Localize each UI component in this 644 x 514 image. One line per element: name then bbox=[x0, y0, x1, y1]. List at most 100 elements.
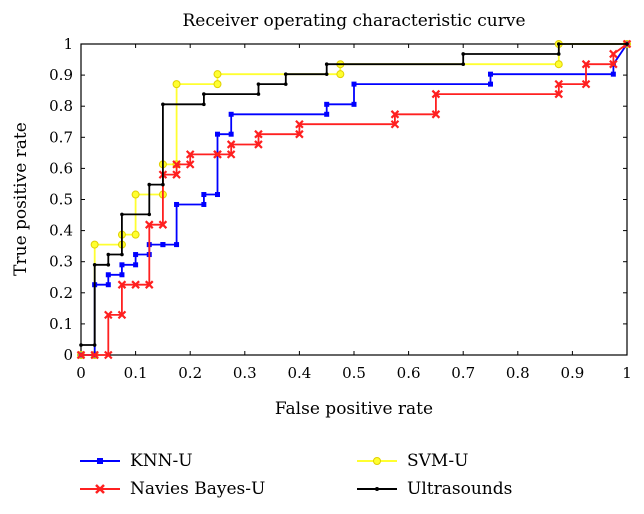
data-point bbox=[254, 140, 263, 149]
data-point bbox=[228, 111, 234, 117]
chart-title: Receiver operating characteristic curve bbox=[182, 11, 525, 31]
data-point bbox=[283, 72, 288, 76]
data-point bbox=[625, 42, 629, 46]
data-point bbox=[92, 263, 97, 267]
data-point bbox=[79, 343, 83, 347]
legend-swatch-knn-u bbox=[80, 458, 120, 464]
data-point bbox=[174, 201, 180, 207]
data-point bbox=[256, 92, 261, 96]
data-point bbox=[609, 49, 618, 59]
data-point bbox=[90, 240, 99, 249]
data-point bbox=[144, 280, 154, 289]
data-point bbox=[461, 52, 466, 56]
legend-label-svm-u: SVM-U bbox=[407, 451, 469, 471]
data-point bbox=[351, 81, 357, 87]
series-navies-bayes-u bbox=[76, 39, 632, 360]
x-tick-label: 0.5 bbox=[342, 364, 366, 382]
data-point bbox=[256, 82, 261, 86]
roc-chart: Receiver operating characteristic curve … bbox=[11, 11, 632, 419]
data-point bbox=[144, 220, 154, 229]
legend-item-ultrasounds: Ultrasounds bbox=[357, 478, 512, 500]
data-point bbox=[92, 343, 97, 347]
data-point bbox=[215, 192, 220, 198]
legend-label-ultrasounds: Ultrasounds bbox=[407, 479, 513, 499]
x-tick-label: 0.8 bbox=[506, 364, 530, 382]
y-tick-label: 1 bbox=[63, 35, 73, 53]
data-point bbox=[160, 242, 166, 248]
data-point bbox=[201, 192, 207, 198]
data-point bbox=[226, 140, 236, 149]
axis-ticks: 0 0.1 0.2 0.3 0.4 0.5 0.6 0.7 0.8 0.9 1 0 0.1 0.2 0.3 0… bbox=[49, 35, 632, 382]
data-point bbox=[283, 82, 288, 86]
data-point bbox=[147, 212, 152, 217]
legend-swatch-svm-u bbox=[357, 457, 397, 465]
data-point bbox=[131, 190, 140, 199]
x-tick-label: 0.7 bbox=[451, 364, 475, 382]
series-layer bbox=[76, 39, 632, 360]
y-tick-label: 0 bbox=[63, 346, 73, 364]
y-axis-label: True positive rate bbox=[11, 122, 31, 276]
data-point bbox=[174, 242, 180, 248]
data-point bbox=[324, 111, 330, 117]
data-point bbox=[133, 262, 139, 268]
data-point bbox=[390, 119, 400, 129]
legend-swatch-ultrasounds bbox=[357, 487, 397, 491]
data-point bbox=[461, 62, 466, 67]
data-point bbox=[147, 182, 152, 187]
data-point bbox=[90, 350, 99, 360]
legend-swatch-navies-bayes-u bbox=[80, 484, 120, 494]
x-tick-label: 1 bbox=[622, 364, 632, 382]
data-point bbox=[228, 131, 234, 137]
data-point bbox=[336, 70, 345, 79]
legend-item-navies-bayes-u: Navies Bayes-U bbox=[80, 478, 265, 500]
data-point bbox=[172, 160, 181, 169]
legend-label-navies-bayes-u: Navies Bayes-U bbox=[130, 479, 266, 499]
data-point bbox=[172, 80, 181, 89]
x-tick-label: 0.9 bbox=[560, 364, 584, 382]
legend-item-knn-u: KNN-U bbox=[80, 450, 193, 472]
data-point bbox=[556, 52, 561, 56]
data-point bbox=[554, 89, 564, 99]
data-point bbox=[131, 230, 140, 239]
data-point bbox=[324, 101, 330, 107]
data-point bbox=[581, 79, 591, 89]
data-point bbox=[213, 80, 222, 89]
data-point bbox=[104, 310, 113, 320]
data-point bbox=[104, 350, 113, 360]
x-axis-label: False positive rate bbox=[275, 399, 433, 419]
data-point bbox=[295, 129, 304, 139]
data-point bbox=[609, 59, 618, 69]
data-point bbox=[105, 282, 111, 288]
data-point bbox=[202, 92, 206, 96]
x-tick-label: 0.3 bbox=[233, 364, 257, 382]
x-tick-label: 0.1 bbox=[124, 364, 148, 382]
data-point bbox=[119, 272, 125, 278]
data-point bbox=[120, 212, 124, 217]
legend-label-knn-u: KNN-U bbox=[130, 451, 193, 471]
data-point bbox=[324, 62, 329, 67]
data-point bbox=[172, 170, 181, 179]
series-ultrasounds bbox=[79, 42, 629, 347]
data-point bbox=[213, 70, 222, 79]
data-point bbox=[161, 102, 165, 107]
data-point bbox=[117, 280, 127, 289]
data-point bbox=[161, 182, 165, 187]
data-point bbox=[202, 102, 206, 107]
data-point bbox=[554, 60, 563, 69]
data-point bbox=[324, 72, 329, 76]
y-tick-label: 0.4 bbox=[49, 222, 73, 240]
y-tick-label: 0.6 bbox=[49, 159, 73, 177]
y-tick-label: 0.8 bbox=[49, 97, 73, 115]
data-point bbox=[106, 263, 111, 267]
data-point bbox=[133, 252, 139, 258]
data-point bbox=[76, 350, 86, 360]
y-tick-label: 0.1 bbox=[49, 315, 73, 333]
data-point bbox=[185, 160, 195, 169]
data-point bbox=[117, 310, 127, 320]
data-point bbox=[131, 280, 140, 289]
data-point bbox=[431, 89, 441, 99]
data-point bbox=[158, 220, 168, 229]
data-point bbox=[390, 110, 400, 119]
data-point bbox=[215, 131, 220, 137]
data-point bbox=[556, 42, 561, 46]
